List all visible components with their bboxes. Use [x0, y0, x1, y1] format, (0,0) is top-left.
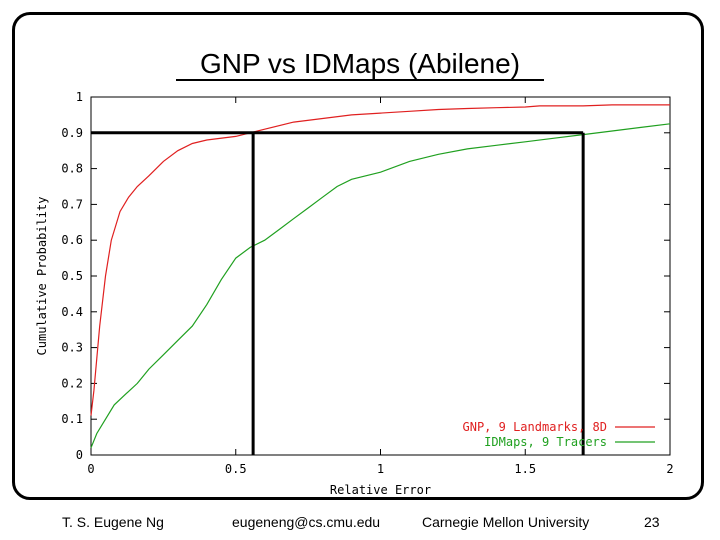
slide-frame	[12, 12, 704, 500]
y-tick-label: 0.3	[61, 341, 83, 355]
legend-label: IDMaps, 9 Tracers	[484, 435, 607, 449]
x-tick-label: 1	[377, 462, 384, 476]
y-tick-label: 0.6	[61, 233, 83, 247]
x-tick-label: 0	[87, 462, 94, 476]
footer-page-number: 23	[644, 514, 660, 530]
y-tick-label: 1	[76, 90, 83, 104]
x-tick-label: 1.5	[514, 462, 536, 476]
y-axis-label: Cumulative Probability	[35, 197, 49, 356]
title-underline	[176, 79, 544, 81]
y-tick-label: 0	[76, 448, 83, 462]
y-tick-label: 0.4	[61, 305, 83, 319]
footer-org: Carnegie Mellon University	[422, 514, 590, 530]
x-tick-label: 0.5	[225, 462, 247, 476]
y-tick-label: 0.9	[61, 126, 83, 140]
x-axis-label: Relative Error	[330, 483, 431, 497]
y-tick-label: 0.1	[61, 412, 83, 426]
series-line-idmaps	[90, 123, 671, 449]
legend-label: GNP, 9 Landmarks, 8D	[463, 420, 608, 434]
x-tick-label: 2	[666, 462, 673, 476]
y-tick-label: 0.5	[61, 269, 83, 283]
footer-author: T. S. Eugene Ng	[62, 514, 164, 530]
y-tick-label: 0.2	[61, 376, 83, 390]
y-tick-label: 0.7	[61, 197, 83, 211]
series-line-gnp	[90, 104, 670, 416]
y-tick-label: 0.8	[61, 162, 83, 176]
slide-title: GNP vs IDMaps (Abilene)	[199, 48, 521, 79]
footer-email: eugeneng@cs.cmu.edu	[232, 514, 381, 530]
